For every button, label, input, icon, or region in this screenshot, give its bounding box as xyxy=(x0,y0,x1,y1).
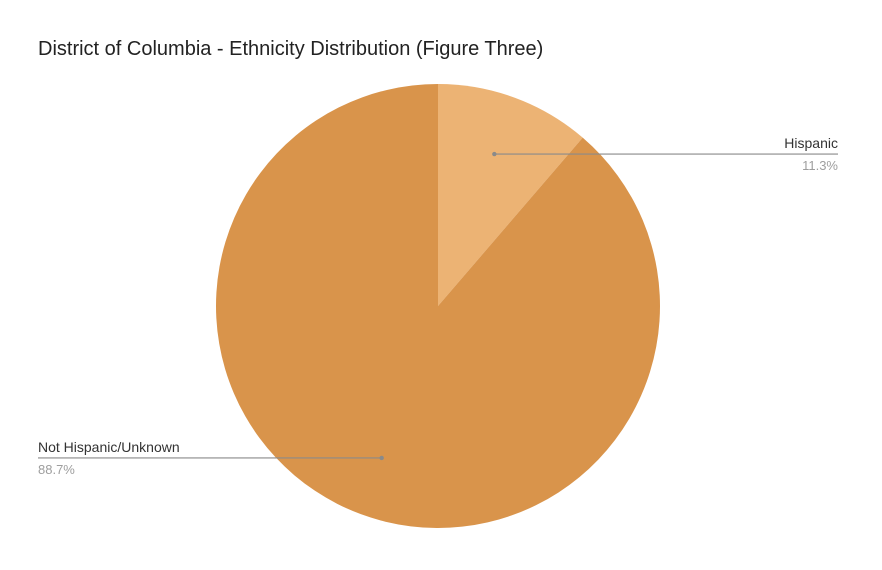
leader-dot-hispanic xyxy=(492,151,497,157)
pie-slice-hispanic[interactable] xyxy=(438,84,583,306)
slice-value-hispanic: 11.3% xyxy=(802,158,838,173)
chart-title: District of Columbia - Ethnicity Distrib… xyxy=(38,38,544,60)
pie-slice-not-hispanic-unknown[interactable] xyxy=(216,84,660,529)
leader-dot-not-hispanic-unknown xyxy=(379,455,384,461)
slice-value-not-hispanic-unknown: 88.7% xyxy=(38,462,75,477)
slice-label-not-hispanic-unknown: Not Hispanic/Unknown xyxy=(38,439,180,455)
slice-label-hispanic: Hispanic xyxy=(784,135,838,151)
